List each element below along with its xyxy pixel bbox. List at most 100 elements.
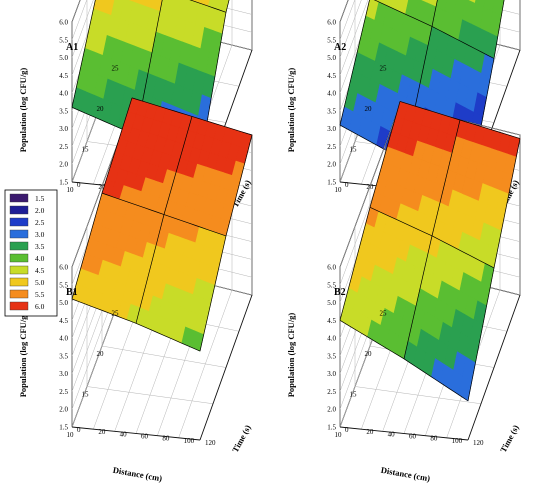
z-tick-label: 2.0 — [59, 161, 68, 169]
time-tick-label: 40 — [120, 430, 128, 438]
z-tick-label: 3.5 — [59, 352, 68, 360]
z-tick-label: 4.5 — [59, 317, 68, 325]
z-tick-label: 1.5 — [327, 424, 336, 432]
distance-tick-label: 15 — [82, 391, 90, 399]
z-tick-label: 3.0 — [59, 370, 68, 378]
z-tick-label: 3.0 — [59, 125, 68, 133]
distance-tick-label: 20 — [365, 350, 373, 358]
z-tick-label: 4.0 — [327, 335, 336, 343]
legend-entry-label: 4.0 — [35, 254, 45, 263]
time-axis-label: Time (s) — [230, 423, 253, 454]
z-tick-label: 1.5 — [59, 179, 68, 187]
distance-axis-label: Distance (cm) — [112, 465, 163, 484]
z-tick-label: 4.0 — [59, 90, 68, 98]
time-tick-label: 0 — [77, 426, 81, 434]
distance-tick-label: 10 — [335, 431, 343, 439]
z-tick-label: 6.0 — [327, 19, 336, 27]
z-tick-label: 4.5 — [327, 317, 336, 325]
z-tick-label: 5.0 — [327, 54, 336, 62]
z-tick-label: 2.5 — [59, 388, 68, 396]
time-tick-label: 60 — [409, 433, 417, 441]
time-tick-label: 20 — [366, 428, 374, 436]
color-legend: 1.5 2.0 2.5 3.0 3.5 4.0 4.5 5.0 5.5 6.0 — [4, 189, 58, 317]
z-tick-label: 6.0 — [327, 264, 336, 272]
time-tick-label: 60 — [141, 433, 149, 441]
response-surface — [339, 101, 521, 402]
distance-tick-label: 25 — [380, 65, 388, 73]
legend-entry-label: 3.0 — [35, 230, 45, 239]
z-tick-label: 3.0 — [327, 125, 336, 133]
legend-swatch — [9, 241, 29, 251]
legend-swatch — [9, 229, 29, 239]
z-tick-label: 3.5 — [327, 107, 336, 115]
panel-label: A2 — [334, 42, 346, 53]
legend-entry-label: 1.5 — [35, 194, 45, 203]
time-axis-label: Time (s) — [498, 423, 521, 454]
time-tick-label: 0 — [345, 181, 349, 189]
legend-entry-label: 2.0 — [35, 206, 45, 215]
z-axis-label: Population (log CFU/g) — [286, 313, 296, 398]
panel-label: B2 — [334, 287, 346, 298]
z-tick-label: 2.0 — [327, 161, 336, 169]
z-tick-label: 6.0 — [59, 264, 68, 272]
z-axis-label: Population (log CFU/g) — [286, 68, 296, 153]
time-tick-label: 80 — [430, 435, 438, 443]
legend-swatch — [9, 301, 29, 311]
panel-label: B1 — [66, 287, 78, 298]
z-tick-label: 2.5 — [327, 143, 336, 151]
z-tick-label: 4.0 — [327, 90, 336, 98]
distance-tick-label: 25 — [112, 65, 120, 73]
legend-entry-label: 2.5 — [35, 218, 45, 227]
z-tick-label: 1.5 — [59, 424, 68, 432]
distance-axis-label: Distance (cm) — [380, 465, 431, 484]
time-tick-label: 120 — [473, 439, 484, 447]
z-tick-label: 5.0 — [327, 299, 336, 307]
distance-tick-label: 10 — [67, 431, 75, 439]
z-tick-label: 5.5 — [327, 281, 336, 289]
legend-entry-label: 3.5 — [35, 242, 45, 251]
distance-tick-label: 15 — [350, 146, 358, 154]
time-tick-label: 100 — [452, 437, 463, 445]
z-tick-label: 5.0 — [59, 299, 68, 307]
z-tick-label: 2.0 — [59, 406, 68, 414]
distance-tick-label: 20 — [97, 350, 105, 358]
distance-tick-label: 20 — [365, 105, 373, 113]
distance-tick-label: 15 — [82, 146, 90, 154]
legend-swatch — [9, 265, 29, 275]
z-axis-label: Population (log CFU/g) — [18, 68, 28, 153]
time-tick-label: 100 — [184, 437, 195, 445]
z-tick-label: 5.5 — [327, 36, 336, 44]
z-tick-label: 3.5 — [327, 352, 336, 360]
surface-mesh — [71, 97, 253, 352]
z-tick-label: 4.5 — [327, 72, 336, 80]
z-tick-label: 4.0 — [59, 335, 68, 343]
z-tick-label: 5.0 — [59, 54, 68, 62]
z-tick-label: 3.5 — [59, 107, 68, 115]
time-tick-label: 20 — [98, 428, 106, 436]
legend-swatch — [9, 289, 29, 299]
time-tick-label: 0 — [345, 426, 349, 434]
panel-label: A1 — [66, 42, 78, 53]
z-axis-label: Population (log CFU/g) — [18, 313, 28, 398]
legend-swatch — [9, 205, 29, 215]
legend-entry-label: 5.5 — [35, 290, 45, 299]
legend-entry-label: 4.5 — [35, 266, 45, 275]
z-tick-label: 5.5 — [59, 36, 68, 44]
distance-tick-label: 25 — [380, 310, 388, 318]
distance-tick-label: 10 — [67, 186, 75, 194]
z-tick-label: 4.5 — [59, 72, 68, 80]
legend-swatch — [9, 253, 29, 263]
z-tick-label: 2.5 — [327, 388, 336, 396]
legend-swatch — [9, 193, 29, 203]
legend-entry-label: 6.0 — [35, 302, 45, 311]
z-tick-label: 3.0 — [327, 370, 336, 378]
distance-tick-label: 20 — [97, 105, 105, 113]
time-tick-label: 80 — [162, 435, 170, 443]
time-tick-label: 120 — [205, 439, 216, 447]
z-tick-label: 5.5 — [59, 281, 68, 289]
legend-entry-label: 5.0 — [35, 278, 45, 287]
distance-tick-label: 25 — [112, 310, 120, 318]
